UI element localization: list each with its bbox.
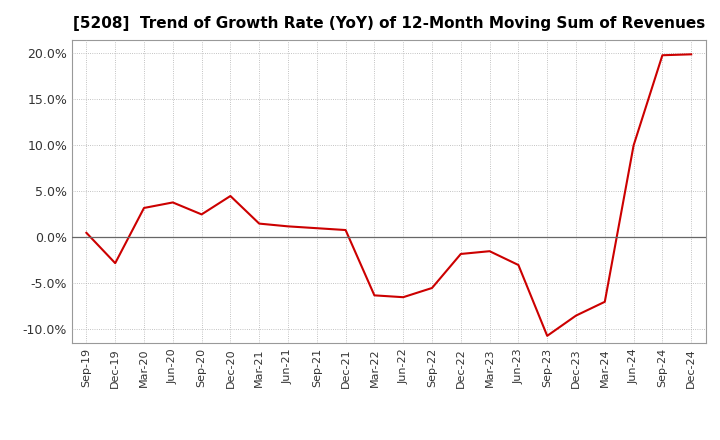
Title: [5208]  Trend of Growth Rate (YoY) of 12-Month Moving Sum of Revenues: [5208] Trend of Growth Rate (YoY) of 12-… <box>73 16 705 32</box>
